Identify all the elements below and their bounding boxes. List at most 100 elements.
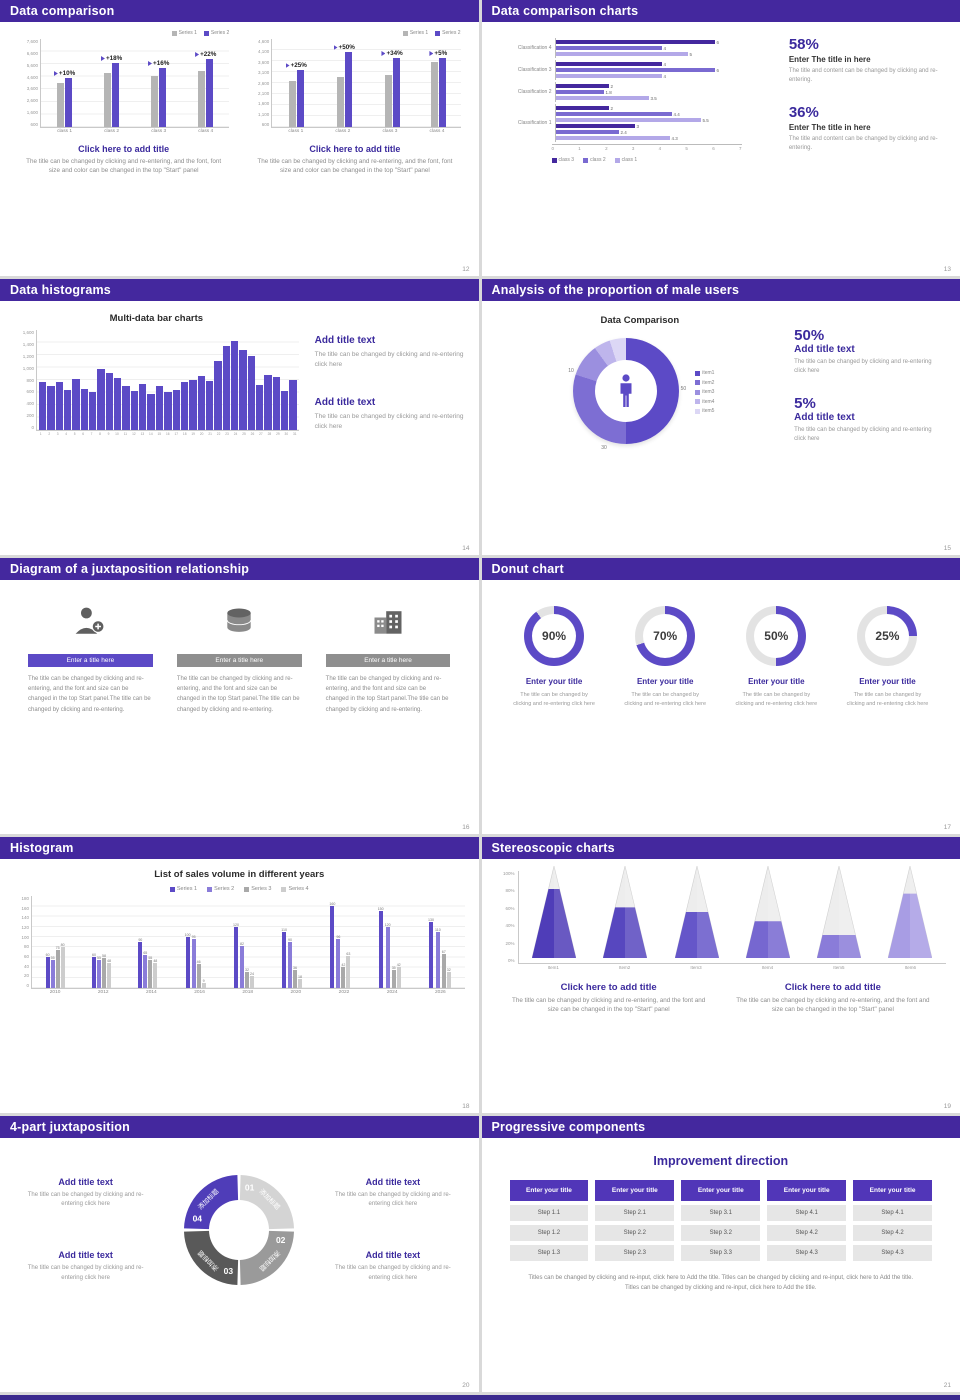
step-cell[interactable]: Step 4.1 [767,1205,847,1221]
column-header[interactable]: Enter your title [509,1180,589,1201]
stat-title[interactable]: Enter The title in here [788,55,871,64]
value-label: 50 [680,386,687,392]
donut-ring: 25% [857,606,918,666]
slide-17-donut-chart[interactable]: Donut chart 90% Enter your title The tit… [481,558,960,834]
slide-14-data-histograms[interactable]: Data histograms Multi-data bar charts 1,… [0,279,479,555]
slide-18-histogram[interactable]: Histogram List of sales volume in differ… [0,837,479,1113]
bar-row: 4 [555,45,777,51]
x-axis: Item1 Item2 Item3 Item4 Item5 Item6 [518,965,947,970]
step-cell[interactable]: Step 4.3 [853,1245,933,1261]
block-title[interactable]: Add title text [365,1176,421,1187]
slide-20-four-part-juxtaposition[interactable]: 4-part juxtaposition Add title text The … [0,1116,479,1392]
step-cell[interactable]: Step 1.2 [509,1225,589,1241]
block-title[interactable]: Add title text [314,396,376,408]
footer-note: Titles can be changed by clicking and re… [528,1275,914,1291]
page-number: 13 [943,266,951,273]
flag-icon [100,56,105,61]
value-label: 46 [196,959,201,964]
slide-title-bar: Analysis of the proportion of male users [481,279,960,301]
legend-item: Series 1 [171,30,197,36]
value-label: 82 [239,941,244,946]
item-body: The title can be changed by clicking and… [176,676,300,713]
plot-area: 60 55 75 80 60 55 58 48 90 65 55 48 100 95 46 9 120 82 32 2… [31,896,465,989]
bar-group: 160 96 42 63 [329,902,351,988]
value-label: 75 [55,945,60,950]
bar-group: Classification 3 4 6 4 [498,60,777,80]
value-label: 32 [446,967,451,972]
ring-segment [184,1230,239,1285]
category-label: Classification 2 [517,89,552,95]
block-title[interactable]: Add title text [58,1176,113,1187]
item-title[interactable]: Enter your title [859,677,916,686]
bar [80,389,89,430]
bar-series1 [151,76,159,127]
column-header[interactable]: Enter your title [681,1180,761,1201]
step-cell[interactable]: Step 2.2 [595,1225,675,1241]
caption-title[interactable]: Click here to add title [560,982,657,993]
value-label: 130 [428,917,435,922]
block-title[interactable]: Add title text [58,1250,113,1260]
donut-ring: 50% [746,606,807,666]
bar-row: 2 [555,83,777,89]
step-cell[interactable]: Step 1.3 [509,1245,589,1261]
category-label: Item5 [833,965,845,970]
value-label: 55 [148,955,153,960]
bar-group: 110 90 36 18 [281,928,303,988]
legend-item: item5 [695,408,714,414]
stat-body: The title can be changed by clicking and… [794,359,932,375]
item-title[interactable]: Enter your title [525,677,583,686]
step-cell[interactable]: Step 3.2 [681,1225,761,1241]
slide-13-data-comparison-charts[interactable]: Data comparison charts Classification 4 6… [481,0,960,276]
bar-group: 100 95 46 9 [185,933,206,988]
step-cell[interactable]: Step 3.3 [681,1245,761,1261]
step-cell[interactable]: Step 1.1 [509,1205,589,1221]
caption-title[interactable]: Click here to add title [78,144,170,154]
item-title-bar[interactable]: Enter a title here [176,654,302,667]
bar [555,135,670,141]
slide-15-male-users[interactable]: Analysis of the proportion of male users… [481,279,960,555]
slide-16-juxtaposition-relationship[interactable]: Diagram of a juxtaposition relationship … [0,558,479,834]
step-cell[interactable]: Step 4.1 [853,1205,933,1221]
item-title[interactable]: Enter your title [748,677,805,686]
chart-area: Multi-data bar charts 1,600 1,400 1,200 1,0… [14,309,299,436]
legend-item: item3 [695,389,714,395]
block-body: The title can be changed by clicking and… [335,1191,451,1208]
slide-12-data-comparison[interactable]: Data comparison Series 1 Series 2 7,600 6,6… [0,0,479,276]
item-title-bar[interactable]: Enter a title here [28,654,153,667]
juxtaposition-item: Enter a title here The title can be chan… [176,598,302,715]
plot-area: +25% +50% +34% +5% [271,39,461,128]
step-cell[interactable]: Step 4.3 [767,1245,847,1261]
slide-19-stereoscopic-charts[interactable]: Stereoscopic charts 100% 80% 60% 40% 20% 0% [481,837,960,1113]
bar [555,123,635,129]
page-number: 17 [943,824,951,831]
step-cell[interactable]: Step 2.3 [595,1245,675,1261]
step-cell[interactable]: Step 4.2 [767,1225,847,1241]
chart-column-right: Series 1 Series 2 4,600 4,100 3,600 3,100 2,60… [249,30,461,176]
bar [272,377,280,430]
step-cell[interactable]: Step 3.1 [681,1205,761,1221]
stat-title[interactable]: Add title text [794,344,855,355]
bar [555,45,662,51]
caption-title[interactable]: Click here to add title [309,144,401,154]
bar [201,983,206,988]
percent-value: 70% [653,629,678,643]
chart-legend: Series 1 Series 2 [249,30,461,36]
block-title[interactable]: Add title text [314,335,376,346]
chart-legend: Series 1 Series 2 Series 3 Series 4 [14,886,465,892]
column-header[interactable]: Enter your title [595,1180,675,1201]
bar [555,61,662,67]
value-label: 150 [377,906,384,911]
caption-title[interactable]: Click here to add title [784,982,881,993]
item-title-bar[interactable]: Enter a title here [325,654,451,667]
value-label: 3.5 [650,95,657,101]
stat-title[interactable]: Enter The title in here [788,122,871,132]
stat-title[interactable]: Add title text [794,411,855,423]
segment-number: 01 [245,1183,255,1193]
slide-21-progressive-components[interactable]: Progressive components Improvement direc… [481,1116,960,1392]
block-title[interactable]: Add title text [365,1250,421,1260]
step-cell[interactable]: Step 2.1 [595,1205,675,1221]
column-header[interactable]: Enter your title [767,1180,847,1201]
column-header[interactable]: Enter your title [853,1180,933,1201]
item-title[interactable]: Enter your title [636,677,694,686]
step-cell[interactable]: Step 4.2 [853,1225,933,1241]
